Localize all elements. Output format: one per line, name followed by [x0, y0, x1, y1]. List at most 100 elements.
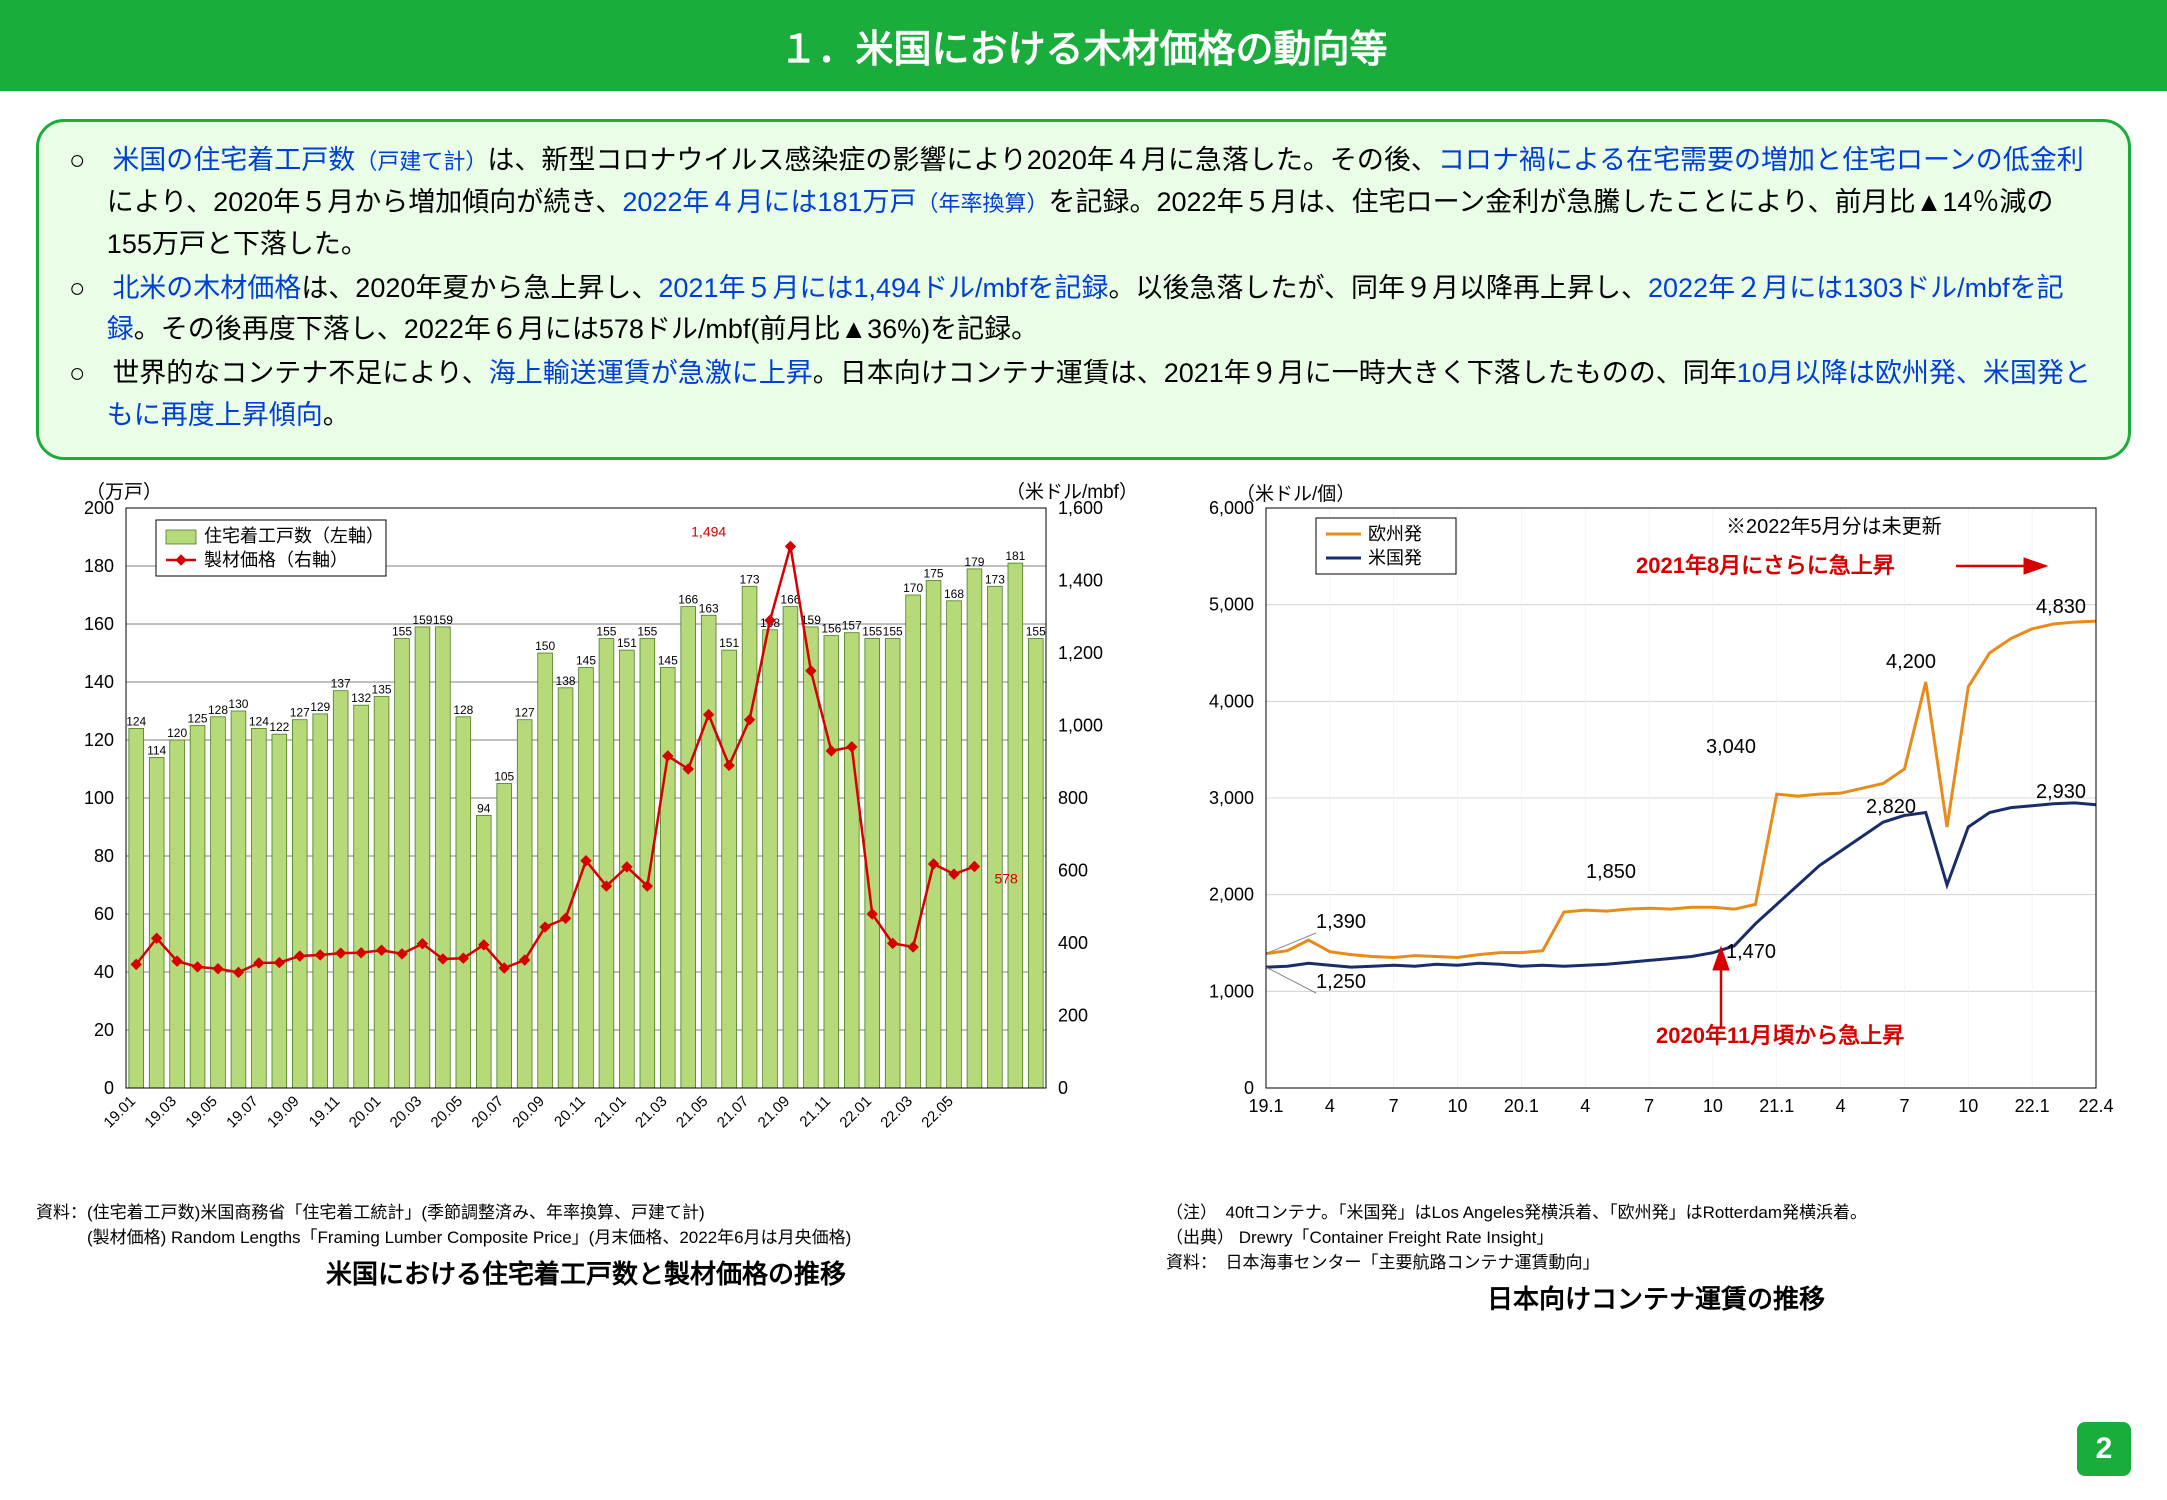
svg-text:120: 120	[167, 726, 187, 740]
svg-text:179: 179	[964, 555, 984, 569]
svg-text:1,000: 1,000	[1209, 981, 1254, 1001]
svg-text:10: 10	[1958, 1096, 1978, 1116]
svg-text:4,830: 4,830	[2036, 596, 2086, 618]
svg-text:800: 800	[1058, 788, 1088, 808]
summary-item: ○ 米国の住宅着工戸数（戸建て計）は、新型コロナウイルス感染症の影響により202…	[69, 140, 2098, 266]
svg-text:173: 173	[985, 572, 1005, 586]
chart2-source: （注） 40ftコンテナ。「米国発」はLos Angeles発横浜着、「欧州発」…	[1166, 1198, 2146, 1273]
svg-text:20.07: 20.07	[468, 1093, 507, 1132]
svg-text:22.1: 22.1	[2015, 1096, 2050, 1116]
svg-text:1,400: 1,400	[1058, 570, 1103, 590]
svg-text:19.09: 19.09	[264, 1093, 303, 1132]
svg-text:600: 600	[1058, 860, 1088, 880]
svg-text:122: 122	[269, 720, 289, 734]
chart-right-panel: 01,0002,0003,0004,0005,0006,000（米ドル/個）19…	[1166, 478, 2146, 1316]
svg-text:4: 4	[1836, 1096, 1846, 1116]
svg-text:132: 132	[351, 691, 371, 705]
svg-text:19.07: 19.07	[223, 1093, 262, 1132]
svg-text:181: 181	[1005, 549, 1025, 563]
svg-text:1,850: 1,850	[1586, 861, 1636, 883]
charts-container: 0204060801001201401601802000200400600800…	[0, 478, 2167, 1316]
svg-text:578: 578	[994, 870, 1018, 886]
svg-text:20.01: 20.01	[346, 1093, 385, 1132]
svg-text:145: 145	[576, 653, 596, 667]
svg-text:137: 137	[331, 677, 351, 691]
svg-text:94: 94	[477, 801, 491, 815]
svg-text:159: 159	[433, 613, 453, 627]
svg-text:130: 130	[228, 697, 248, 711]
svg-text:0: 0	[1244, 1078, 1254, 1098]
svg-text:1,494: 1,494	[691, 523, 726, 539]
svg-text:19.05: 19.05	[182, 1093, 221, 1132]
svg-text:19.11: 19.11	[306, 1093, 344, 1131]
svg-text:4,200: 4,200	[1886, 651, 1936, 673]
chart2-title: 日本向けコンテナ運賃の推移	[1166, 1279, 2146, 1316]
svg-text:170: 170	[903, 581, 923, 595]
svg-text:159: 159	[412, 613, 432, 627]
svg-text:163: 163	[699, 601, 719, 615]
svg-text:128: 128	[453, 703, 473, 717]
svg-text:129: 129	[310, 700, 330, 714]
svg-text:180: 180	[84, 556, 114, 576]
svg-text:127: 127	[290, 706, 310, 720]
svg-text:155: 155	[596, 624, 616, 638]
svg-text:127: 127	[515, 706, 535, 720]
freight-chart: 01,0002,0003,0004,0005,0006,000（米ドル/個）19…	[1166, 478, 2146, 1198]
svg-text:2,000: 2,000	[1209, 885, 1254, 905]
svg-text:22.4: 22.4	[2078, 1096, 2113, 1116]
svg-text:10: 10	[1448, 1096, 1468, 1116]
svg-text:（米ドル/mbf）: （米ドル/mbf）	[1006, 481, 1136, 503]
svg-text:21.09: 21.09	[755, 1093, 794, 1132]
svg-text:168: 168	[944, 587, 964, 601]
housing-lumber-chart: 0204060801001201401601802000200400600800…	[36, 478, 1136, 1198]
svg-text:200: 200	[1058, 1005, 1088, 1025]
chart-left-panel: 0204060801001201401601802000200400600800…	[36, 478, 1136, 1316]
svg-text:4: 4	[1325, 1096, 1335, 1116]
svg-text:20.11: 20.11	[551, 1093, 589, 1131]
summary-box: ○ 米国の住宅着工戸数（戸建て計）は、新型コロナウイルス感染症の影響により202…	[36, 119, 2131, 460]
svg-text:22.01: 22.01	[836, 1093, 875, 1132]
svg-text:155: 155	[637, 624, 657, 638]
svg-text:0: 0	[104, 1078, 114, 1098]
page-number-badge: 2	[2077, 1422, 2131, 1476]
svg-text:21.03: 21.03	[632, 1093, 671, 1132]
svg-text:（米ドル/個）: （米ドル/個）	[1236, 483, 1355, 505]
svg-text:1,250: 1,250	[1316, 971, 1366, 993]
svg-text:欧州発: 欧州発	[1368, 524, 1422, 544]
svg-text:20.05: 20.05	[428, 1093, 467, 1132]
svg-text:19.1: 19.1	[1248, 1096, 1283, 1116]
svg-text:19.03: 19.03	[141, 1093, 180, 1132]
svg-text:80: 80	[94, 846, 114, 866]
svg-text:114: 114	[147, 743, 166, 757]
svg-text:138: 138	[556, 674, 576, 688]
svg-text:105: 105	[494, 769, 514, 783]
svg-text:155: 155	[392, 624, 412, 638]
svg-text:4: 4	[1580, 1096, 1590, 1116]
svg-text:157: 157	[842, 619, 862, 633]
svg-text:3,000: 3,000	[1209, 788, 1254, 808]
svg-text:21.07: 21.07	[714, 1093, 753, 1132]
svg-text:1,470: 1,470	[1726, 941, 1776, 963]
summary-item: ○ 北米の木材価格は、2020年夏から急上昇し、2021年５月には1,494ドル…	[69, 268, 2098, 352]
svg-text:128: 128	[208, 703, 228, 717]
svg-text:20.1: 20.1	[1504, 1096, 1539, 1116]
summary-item: ○ 世界的なコンテナ不足により、海上輸送運賃が急激に上昇。日本向けコンテナ運賃は…	[69, 353, 2098, 437]
svg-text:21.05: 21.05	[673, 1093, 712, 1132]
svg-text:21.01: 21.01	[591, 1093, 630, 1132]
svg-text:151: 151	[719, 636, 739, 650]
svg-text:140: 140	[84, 672, 114, 692]
svg-text:7: 7	[1899, 1096, 1909, 1116]
svg-text:19.01: 19.01	[100, 1093, 139, 1132]
svg-text:175: 175	[924, 566, 944, 580]
svg-text:22.03: 22.03	[877, 1093, 916, 1132]
svg-text:135: 135	[372, 682, 392, 696]
svg-text:2,820: 2,820	[1866, 796, 1916, 818]
svg-text:21.1: 21.1	[1759, 1096, 1794, 1116]
svg-text:166: 166	[678, 593, 698, 607]
svg-text:製材価格（右軸）: 製材価格（右軸）	[204, 550, 348, 570]
svg-text:40: 40	[94, 962, 114, 982]
svg-text:※2022年5月分は未更新: ※2022年5月分は未更新	[1726, 515, 1942, 538]
svg-text:60: 60	[94, 904, 114, 924]
svg-text:160: 160	[84, 614, 114, 634]
svg-text:151: 151	[617, 636, 637, 650]
